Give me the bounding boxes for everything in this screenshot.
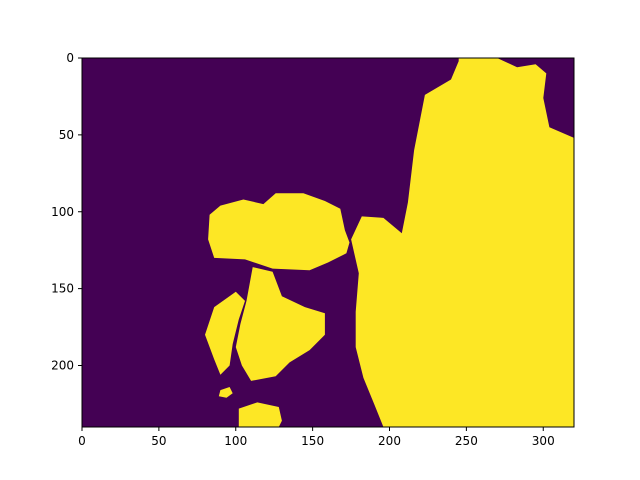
y-tick-label: 200 <box>51 359 74 373</box>
heatmap-region-eyebrow-region <box>208 193 350 271</box>
x-tick-label: 150 <box>301 434 324 448</box>
y-tick-label: 100 <box>51 205 74 219</box>
x-tick-label: 100 <box>224 434 247 448</box>
axes-frame <box>81 57 575 428</box>
y-tick-label: 50 <box>59 128 74 142</box>
heatmap-regions <box>205 58 574 427</box>
heatmap-region-right-mass <box>351 58 574 427</box>
y-tick-label: 150 <box>51 282 74 296</box>
heatmap-region-left-cheek <box>205 291 245 375</box>
x-tick-label: 300 <box>532 434 555 448</box>
x-tick-label: 50 <box>151 434 166 448</box>
heatmap-region-chin-spot <box>238 402 282 427</box>
x-axis: 0 50 100 150 200 250 300 <box>78 427 555 448</box>
x-tick-label: 0 <box>78 434 86 448</box>
y-tick-label: 0 <box>66 51 74 65</box>
heatmap-region-small-spot <box>218 387 233 398</box>
x-tick-label: 200 <box>378 434 401 448</box>
y-axis: 0 50 100 150 200 <box>51 51 82 373</box>
x-tick-label: 250 <box>455 434 478 448</box>
heatmap-region-nose-cheek <box>235 267 325 381</box>
